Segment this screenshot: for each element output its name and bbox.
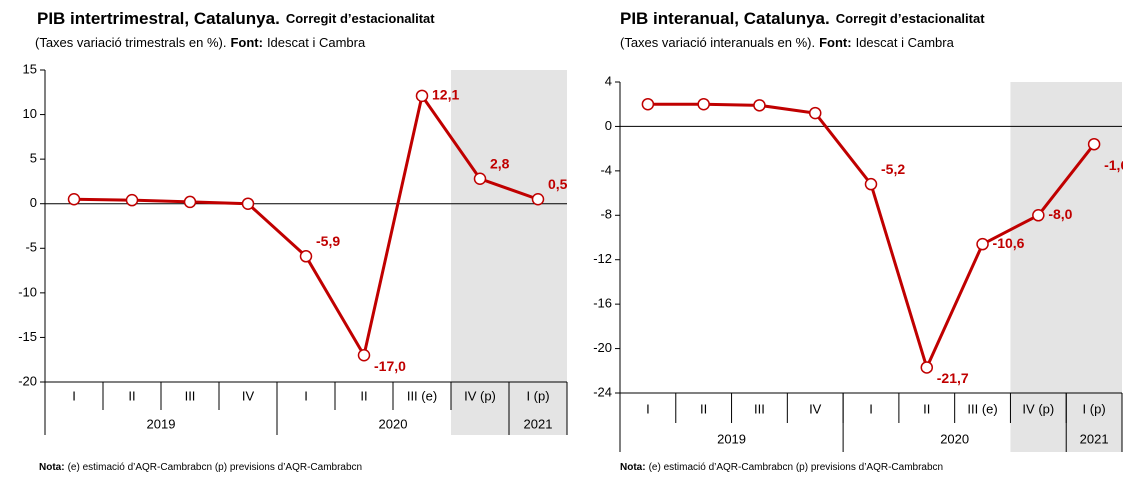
chart-subtitle: (Taxes variació interanuals en %). Font: I… [620, 35, 955, 50]
point-marker [67, 193, 81, 206]
data-label: 2,8 [490, 155, 510, 171]
x-tick-label: IV [242, 388, 255, 403]
subtitle-source-label: Font: [230, 35, 262, 50]
year-label: 2019 [147, 416, 176, 431]
point-marker [1032, 209, 1045, 222]
subtitle-start: (Taxes variació interanuals en %). [620, 35, 815, 50]
y-tick-label: -5 [25, 240, 37, 255]
note-text: (e) estimació d’AQR-Cambrabcn (p) previs… [649, 462, 944, 473]
note-label: Nota: [39, 462, 65, 473]
y-tick-label: 10 [23, 106, 37, 121]
title-note: Corregit d’estacionalitat [836, 11, 985, 26]
y-tick-label: -8 [600, 207, 612, 222]
point-marker [641, 97, 655, 111]
note: Nota: (e) estimació d’AQR-Cambrabcn (p) p… [620, 462, 943, 473]
x-tick-label: III (e) [967, 401, 997, 416]
year-label: 2021 [524, 416, 553, 431]
chart-title: PIB intertrimestral, Catalunya. Corregit … [37, 9, 435, 28]
subtitle-source: Idescat i Cambra [856, 35, 955, 50]
y-tick-label: -12 [593, 251, 612, 266]
year-label: 2019 [717, 431, 746, 446]
y-tick-label: -16 [593, 296, 612, 311]
point-marker [125, 193, 139, 207]
x-tick-label: I [869, 401, 873, 416]
note-text: (e) estimació d’AQR-Cambrabcn (p) previs… [68, 462, 363, 473]
y-tick-label: 4 [605, 73, 612, 88]
x-tick-label: I [304, 388, 308, 403]
title-main: PIB interanual, Catalunya. [620, 9, 830, 28]
note: Nota: (e) estimació d’AQR-Cambrabcn (p) p… [39, 462, 362, 473]
y-tick-label: -10 [18, 284, 37, 299]
data-label: -1,6 [1104, 157, 1123, 173]
point-marker [183, 195, 197, 209]
x-tick-label: II [128, 388, 135, 403]
x-tick-label: II [360, 388, 367, 403]
x-tick-label: III [754, 401, 765, 416]
title-note: Corregit d’estacionalitat [286, 11, 435, 26]
x-tick-label: III (e) [407, 388, 437, 403]
point-marker [241, 197, 255, 210]
x-tick-label: I (p) [1083, 401, 1106, 416]
forecast-shade [1010, 82, 1122, 452]
point-marker [531, 193, 545, 206]
data-label: -10,6 [993, 235, 1025, 251]
x-tick-label: I (p) [526, 388, 549, 403]
chart-title: PIB interanual, Catalunya. Corregit d’est… [620, 9, 985, 28]
data-label: -17,0 [374, 358, 406, 374]
chart-subtitle: (Taxes variació trimestrals en %). Font: I… [35, 35, 366, 50]
subtitle-source: Idescat i Cambra [267, 35, 366, 50]
y-tick-label: 0 [605, 118, 612, 133]
year-label: 2020 [379, 416, 408, 431]
x-tick-label: IV [809, 401, 822, 416]
point-marker [753, 99, 766, 112]
point-marker [357, 349, 371, 362]
y-tick-label: -24 [593, 384, 612, 399]
data-label: -5,2 [881, 161, 905, 177]
year-label: 2021 [1080, 431, 1109, 446]
title-main: PIB intertrimestral, Catalunya. [37, 9, 280, 28]
y-tick-label: -20 [593, 340, 612, 355]
data-label: -5,9 [316, 233, 340, 249]
point-marker [976, 237, 989, 251]
y-tick-label: -15 [18, 329, 37, 344]
x-tick-label: IV (p) [1022, 401, 1054, 416]
data-label: 0,5 [548, 176, 568, 192]
x-tick-label: II [700, 401, 707, 416]
y-tick-label: 5 [30, 151, 37, 166]
data-label: 12,1 [432, 87, 459, 103]
note-label: Nota: [620, 462, 646, 473]
subtitle-source-label: Font: [819, 35, 851, 50]
y-tick-label: 0 [30, 195, 37, 210]
point-marker [697, 97, 710, 111]
point-marker [299, 250, 313, 263]
y-tick-label: -4 [600, 162, 612, 177]
year-label: 2020 [940, 431, 969, 446]
y-tick-label: -20 [18, 373, 37, 388]
point-marker [808, 106, 822, 120]
point-marker [415, 89, 429, 103]
x-tick-label: II [923, 401, 930, 416]
x-tick-label: IV (p) [464, 388, 496, 403]
point-marker [1087, 137, 1101, 151]
x-tick-label: III [185, 388, 196, 403]
point-marker [473, 172, 487, 186]
point-marker [920, 361, 934, 374]
data-label: -21,7 [937, 370, 969, 386]
point-marker [864, 177, 878, 191]
data-label: -8,0 [1048, 206, 1072, 222]
x-tick-label: I [646, 401, 650, 416]
forecast-shade [451, 70, 567, 435]
y-tick-label: 15 [23, 61, 37, 76]
subtitle-start: (Taxes variació trimestrals en %). [35, 35, 226, 50]
x-tick-label: I [72, 388, 76, 403]
